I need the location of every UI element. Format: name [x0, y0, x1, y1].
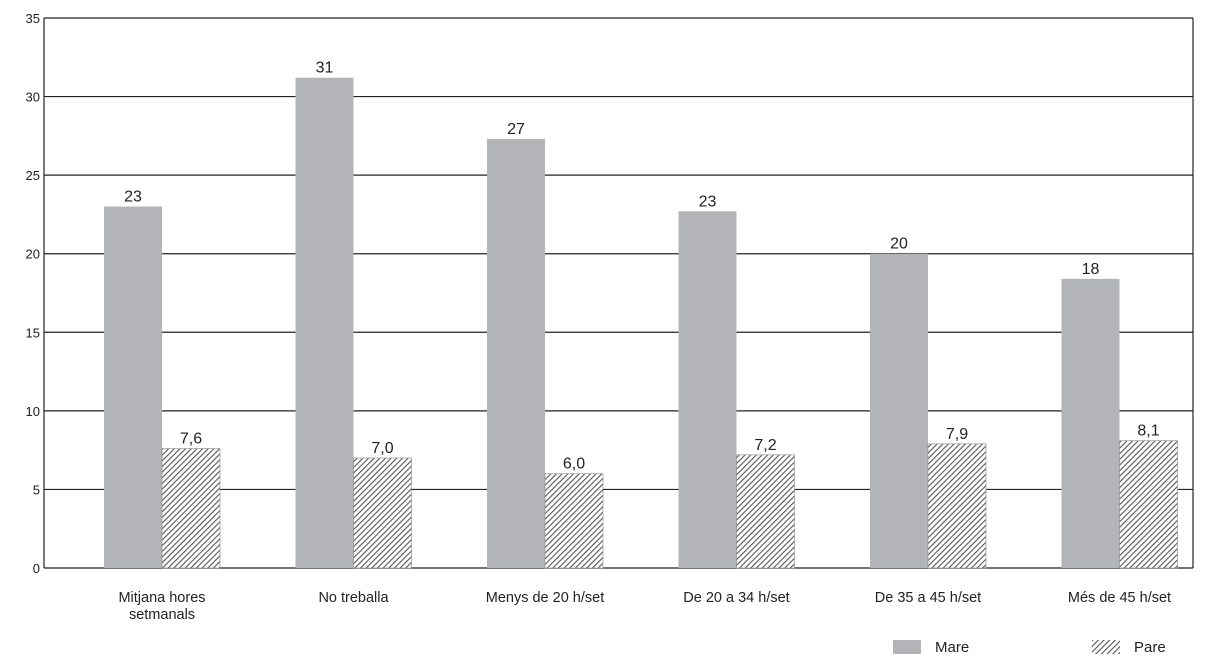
- legend-label-pare: Pare: [1134, 638, 1166, 656]
- bar-pare: [1119, 440, 1178, 569]
- data-label-pare: 8,1: [1137, 423, 1159, 440]
- bar-pare: [544, 473, 604, 569]
- bar-pare: [927, 443, 987, 569]
- bar-mare: [487, 139, 545, 568]
- y-tick-label: 20: [26, 247, 40, 262]
- gridlines: [44, 17, 1193, 569]
- x-tick-label: Menys de 20 h/set: [486, 590, 605, 606]
- data-label-mare: 27: [507, 121, 525, 138]
- data-label-mare: 18: [1082, 261, 1100, 278]
- bar-pare: [353, 457, 412, 569]
- y-tick-label: 10: [26, 404, 40, 419]
- legend-label-mare: Mare: [935, 638, 970, 656]
- x-tick-label: Mitjana hores setmanals: [118, 590, 205, 623]
- bar-pare: [161, 448, 221, 569]
- y-tick-label: 15: [26, 325, 40, 340]
- data-label-pare: 7,2: [754, 437, 776, 454]
- y-tick-label: 30: [26, 90, 40, 105]
- data-label-mare: 31: [316, 60, 334, 77]
- x-tick-label: De 35 a 45 h/set: [875, 590, 981, 606]
- x-tick-label: No treballa: [318, 590, 389, 606]
- data-label-pare: 6,0: [563, 456, 585, 473]
- bar-mare: [1061, 278, 1120, 568]
- data-label-pare: 7,0: [371, 440, 393, 457]
- y-tick-label: 5: [33, 482, 40, 497]
- legend-swatch-mare: [893, 640, 921, 654]
- legend-swatch-pare: [1092, 640, 1120, 654]
- bar-mare: [870, 253, 928, 568]
- bars: [104, 77, 1178, 569]
- y-tick-label: 35: [26, 11, 40, 26]
- axes: 0 5 10 15 20 25 30 35 Mitjana hores setmanals No t…: [26, 11, 1194, 623]
- data-label-pare: 7,6: [180, 431, 202, 448]
- data-label-mare: 23: [124, 189, 142, 206]
- x-tick-label: De 20 a 34 h/set: [683, 590, 789, 606]
- legend-item-pare: Pare: [1092, 638, 1166, 656]
- bar-pare: [736, 454, 795, 569]
- x-tick-label: Més de 45 h/set: [1068, 590, 1171, 606]
- y-tick-label: 0: [33, 561, 40, 576]
- bar-mare: [678, 211, 737, 569]
- data-label-pare: 7,9: [946, 426, 968, 443]
- y-tick-label: 25: [26, 168, 40, 183]
- bar-mare: [104, 206, 162, 569]
- data-label-mare: 20: [890, 236, 908, 253]
- bar-mare: [295, 77, 354, 568]
- data-labels: 23 7,6 31 7,0 27 6,0 23 7,2 20 7,9 18 8,1: [124, 60, 1160, 473]
- legend-item-mare: Mare: [893, 638, 969, 656]
- data-label-mare: 23: [699, 193, 717, 210]
